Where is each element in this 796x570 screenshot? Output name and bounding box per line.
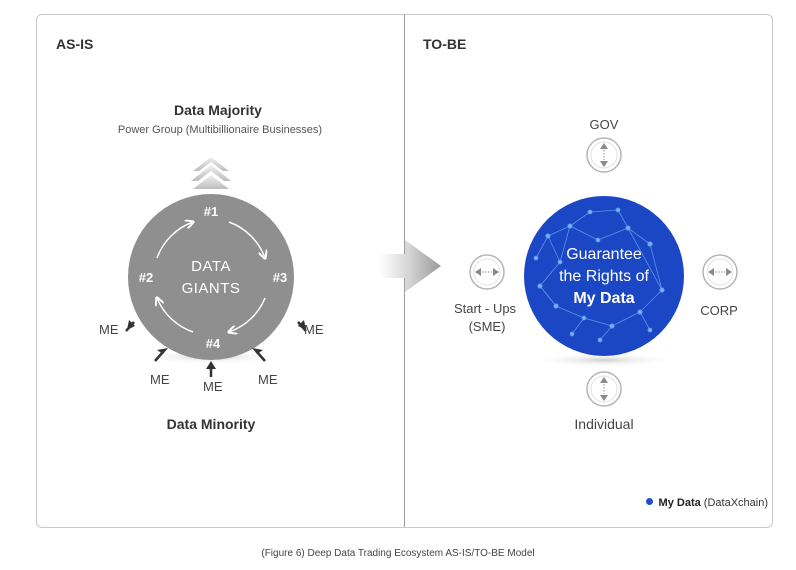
giants-label-line1: DATA [191, 258, 231, 275]
up-chevrons-icon [191, 157, 231, 189]
legend-label-rest: (DataXchain) [703, 497, 768, 509]
my-data-core-circle [524, 196, 684, 356]
gov-label: GOV [589, 117, 619, 132]
rank-2: #2 [138, 270, 154, 285]
corp-exchange-icon [702, 254, 738, 290]
me-label-bottom: ME [203, 379, 223, 394]
giants-label-line2: GIANTS [181, 280, 241, 297]
me-label-left: ME [99, 322, 119, 337]
data-giants-circle [128, 194, 294, 360]
rank-3: #3 [272, 270, 288, 285]
gov-exchange-icon [586, 137, 622, 173]
core-label-line3: My Data [573, 290, 635, 307]
startups-exchange-icon [469, 254, 505, 290]
asis-title: AS-IS [56, 36, 94, 52]
corp-label: CORP [700, 303, 738, 318]
individual-exchange-icon [586, 371, 622, 407]
me-arrows-icon [125, 320, 307, 377]
individual-label: Individual [574, 416, 634, 432]
cycle-arrows-icon [157, 222, 265, 332]
legend: My Data (DataXchain) [645, 497, 768, 509]
startups-label-line1: Start - Ups [453, 301, 517, 316]
me-label-bottom-left: ME [150, 372, 170, 387]
transition-arrow-icon [380, 240, 441, 292]
majority-title: Data Majority [174, 102, 262, 118]
tobe-title: TO-BE [423, 36, 467, 52]
minority-title: Data Minority [166, 416, 256, 432]
legend-dot [645, 498, 653, 505]
me-label-right: ME [304, 322, 324, 337]
rank-1: #1 [203, 204, 219, 219]
core-label-line2: the Rights of [559, 268, 649, 285]
core-shadow [532, 353, 676, 367]
startups-label-line2: (SME) [468, 319, 506, 334]
core-label-line1: Guarantee [566, 246, 642, 263]
figure-caption: (Figure 6) Deep Data Trading Ecosystem A… [261, 548, 535, 559]
legend-label-bold: My Data [658, 497, 701, 509]
network-pattern [533, 207, 665, 343]
me-label-bottom-right: ME [258, 372, 278, 387]
rank-4: #4 [205, 336, 221, 351]
majority-subtitle: Power Group (Multibillionaire Businesses… [117, 124, 323, 136]
